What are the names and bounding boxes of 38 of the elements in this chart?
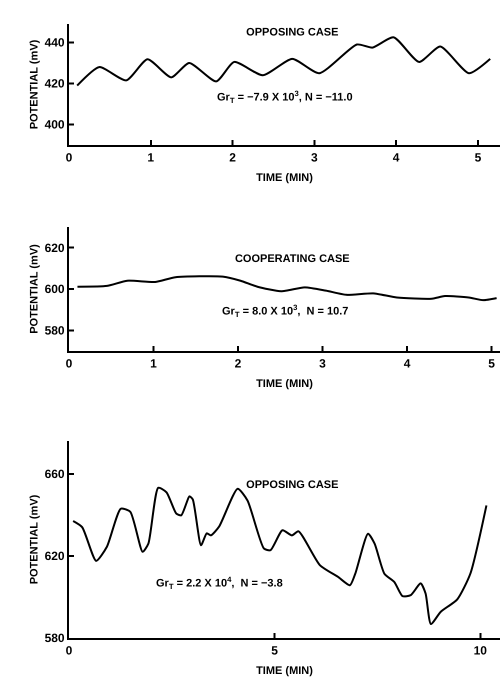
y-tick-label: 580 [44,324,65,338]
x-tick-label: 0 [66,150,73,164]
x-tick-label: 3 [319,356,326,370]
annotation: Gr$_{T}$ = 2.2 X 10$^{4}$, N = −3.8 [156,575,283,591]
y-tick-label: 600 [44,282,65,296]
x-tick-label: 5 [271,643,278,658]
y-tick-label: 420 [44,76,65,91]
y-axis-title: POTENTIAL (mV) [28,39,41,130]
text: OPPOSING CASE [246,479,338,492]
annotation: Gr$_{T}$ = −7.9 X 10$^{3}$, N = −11.0 [217,89,353,105]
x-axis-title: TIME (MIN) [256,172,314,184]
line-series [72,486,488,626]
x-tick-label: 4 [392,150,400,164]
x-tick-label: 1 [147,150,154,164]
annotation: Gr$_{T}$ = 8.0 X 10$^{3}$, N = 10.7 [222,303,348,319]
y-axis-title: POTENTIAL (mV) [28,244,41,334]
x-tick-label: 5 [474,150,482,164]
x-tick-label: 0 [66,643,73,658]
x-tick-label: 1 [150,356,158,370]
text: COOPERATING CASE [234,252,350,265]
y-tick-label: 620 [44,549,65,564]
x-axis-title: TIME (MIN) [256,665,314,678]
y-tick-label: 400 [44,118,65,132]
x-axis-title: TIME (MIN) [256,378,314,390]
x-tick-label: 0 [66,356,73,370]
chart-title: OPPOSING CASE [246,26,338,38]
x-tick-label: 5 [488,356,496,370]
y-tick-label: 440 [44,36,65,50]
y-tick-label: 620 [44,240,65,255]
y-tick-label: 660 [44,467,65,482]
x-tick-label: 2 [234,356,242,370]
x-tick-label: 10 [474,643,488,658]
line-series [76,275,498,302]
y-tick-label: 580 [44,631,65,646]
x-tick-label: 4 [404,356,411,370]
x-tick-label: 3 [311,150,318,164]
y-axis-title: POTENTIAL (mV) [28,494,41,584]
x-tick-label: 2 [229,150,236,164]
